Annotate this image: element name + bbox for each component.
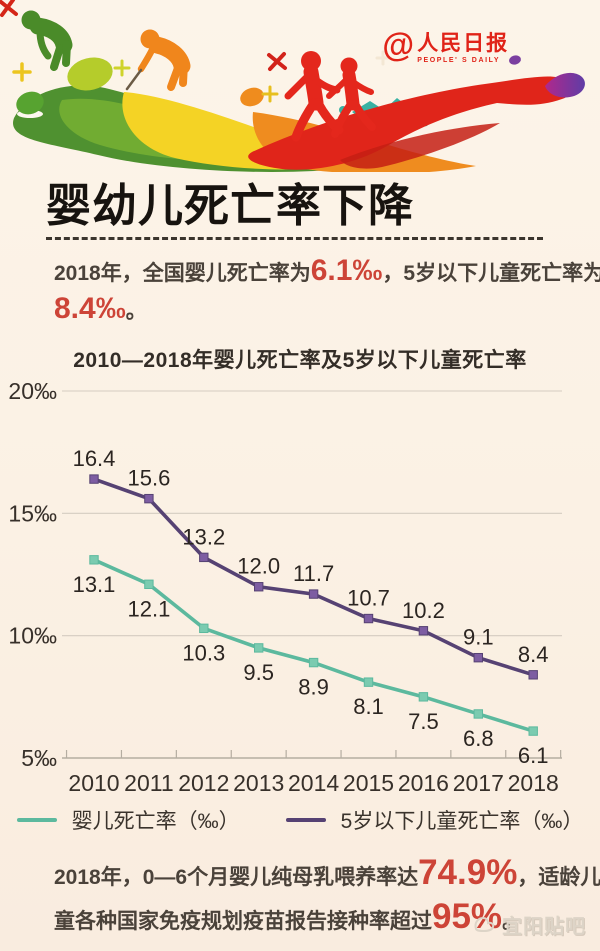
x-tick-label: 2011 — [124, 770, 173, 796]
data-value-label: 15.6 — [127, 466, 170, 491]
intro-text: 2018年，全国婴儿死亡率为 — [54, 262, 311, 285]
data-point-marker — [144, 493, 154, 504]
x-tick-label: 2015 — [343, 770, 394, 796]
chart-title: 2010—2018年婴儿死亡率及5岁以下儿童死亡率 — [73, 349, 527, 372]
yellowgreen-blob — [67, 57, 113, 91]
purple-swirl-tip — [545, 72, 585, 98]
data-value-label: 10.2 — [402, 598, 445, 623]
data-value-label: 7.5 — [408, 709, 439, 734]
data-point-marker — [418, 626, 429, 636]
peoples-daily-at-icon: @ — [380, 24, 416, 65]
legend-line-swatch — [16, 818, 57, 822]
footer-text: ，适龄儿 — [517, 866, 600, 889]
data-point-marker — [144, 579, 154, 589]
page-title: 婴幼儿死亡率下降 — [46, 180, 415, 231]
legend-item: 婴儿死亡率（‰） — [16, 805, 240, 835]
orange-child-silhouette — [125, 29, 191, 91]
peoples-daily-name-en: PEOPLE' S DAILY — [417, 57, 501, 64]
breastfeeding-rate-value: 74.9% — [418, 853, 518, 892]
intro-text: ，5岁以下儿童死亡率为 — [382, 262, 600, 285]
data-value-label: 9.5 — [243, 660, 274, 685]
data-value-label: 16.4 — [73, 446, 116, 471]
intro-text: 。 — [125, 300, 147, 323]
data-value-label: 6.1 — [518, 743, 549, 768]
under5-mortality-2018-value: 8.4‰ — [54, 292, 126, 325]
data-value-label: 6.8 — [463, 726, 494, 751]
data-value-label: 9.1 — [463, 625, 494, 650]
footer-text: 。 — [502, 910, 524, 933]
data-value-label: 13.2 — [182, 524, 225, 549]
x-tick-label: 2014 — [288, 770, 339, 796]
legend-item: 5岁以下儿童死亡率（‰） — [285, 805, 584, 835]
data-value-label: 10.3 — [182, 640, 225, 665]
x-tick-label: 2010 — [68, 770, 119, 796]
title-dashed-rule — [46, 237, 543, 240]
data-point-marker — [473, 709, 484, 719]
data-value-label: 12.0 — [237, 554, 280, 579]
red-children-running-silhouette — [284, 51, 376, 142]
watermark: 宜阳贴吧 — [472, 910, 586, 939]
data-point-marker — [418, 692, 429, 702]
data-value-label: 13.1 — [73, 572, 116, 597]
legend-label: 婴儿死亡率（‰） — [71, 810, 240, 833]
green-ball — [16, 91, 44, 118]
x-tick-label: 2016 — [398, 770, 449, 796]
data-point-marker — [473, 652, 484, 663]
y-tick-label: 15‰ — [8, 500, 57, 526]
data-value-label: 12.1 — [127, 596, 170, 621]
intro-line-1: 2018年，全国婴儿死亡率为6.1‰，5岁以下儿童死亡率为 — [54, 253, 600, 291]
watermark-text: 宜阳贴吧 — [502, 916, 586, 938]
peoples-daily-logo: @ 人民日报 PEOPLE' S DAILY — [380, 24, 510, 65]
data-point-marker — [363, 613, 374, 624]
data-point-marker — [308, 657, 319, 668]
children-paint-splash-artwork — [0, 0, 585, 172]
data-point-marker — [528, 726, 538, 736]
red-swash — [248, 76, 573, 170]
green-child-silhouette — [21, 10, 73, 71]
header-banner: @ 人民日报 PEOPLE' S DAILY — [0, 0, 600, 172]
legend-label: 5岁以下儿童死亡率（‰） — [340, 810, 584, 833]
infant-mortality-2018-value: 6.1‰ — [310, 254, 383, 287]
x-tick-label: 2012 — [178, 770, 229, 796]
y-tick-label: 10‰ — [8, 623, 57, 649]
footer-line-2: 童各种国家免疫规划疫苗报告接种率超过95%。 — [54, 897, 572, 941]
x-tick-label: 2013 — [233, 770, 284, 796]
intro-line-2: 8.4‰。 — [54, 291, 572, 329]
data-point-marker — [254, 643, 264, 653]
orange-blob — [240, 87, 264, 107]
y-tick-label: 20‰ — [8, 378, 57, 404]
data-point-marker — [308, 589, 319, 599]
data-point-marker — [89, 474, 99, 484]
data-value-label: 8.4 — [518, 642, 549, 667]
data-point-marker — [528, 670, 538, 680]
footer-paragraph: 2018年，0—6个月婴儿纯母乳喂养率达74.9%，适龄儿 童各种国家免疫规划疫… — [54, 853, 600, 941]
legend-line-swatch — [285, 818, 326, 822]
tieba-icon — [474, 916, 495, 932]
x-tick-label: 2017 — [453, 770, 504, 796]
data-value-label: 10.7 — [347, 586, 390, 611]
intro-paragraph: 2018年，全国婴儿死亡率为6.1‰，5岁以下儿童死亡率为 8.4‰。 — [54, 253, 600, 329]
data-point-marker — [199, 552, 209, 563]
footer-text: 童各种国家免疫规划疫苗报告接种率超过 — [54, 910, 432, 933]
y-tick-label: 5‰ — [21, 745, 57, 771]
data-value-label: 8.1 — [353, 694, 384, 719]
chart-legend: 婴儿死亡率（‰） 5岁以下儿童死亡率（‰） — [0, 805, 600, 835]
sparkle-icons — [0, 0, 391, 103]
data-value-label: 11.7 — [293, 561, 334, 586]
x-tick-label: 2018 — [508, 770, 559, 796]
purple-dot — [509, 55, 521, 65]
footer-text: 2018年，0—6个月婴儿纯母乳喂养率达 — [54, 866, 419, 889]
mortality-line-chart: 20‰15‰10‰5‰2010 2011 2012 2013 2014 2015 2016 2… — [8, 378, 562, 796]
data-point-marker — [254, 582, 264, 592]
data-point-marker — [89, 555, 99, 565]
peoples-daily-name-cn: 人民日报 — [417, 32, 510, 55]
data-point-marker — [363, 677, 374, 687]
footer-line-1: 2018年，0—6个月婴儿纯母乳喂养率达74.9%，适龄儿 — [54, 853, 600, 897]
data-value-label: 8.9 — [298, 675, 329, 700]
data-point-marker — [199, 623, 209, 634]
